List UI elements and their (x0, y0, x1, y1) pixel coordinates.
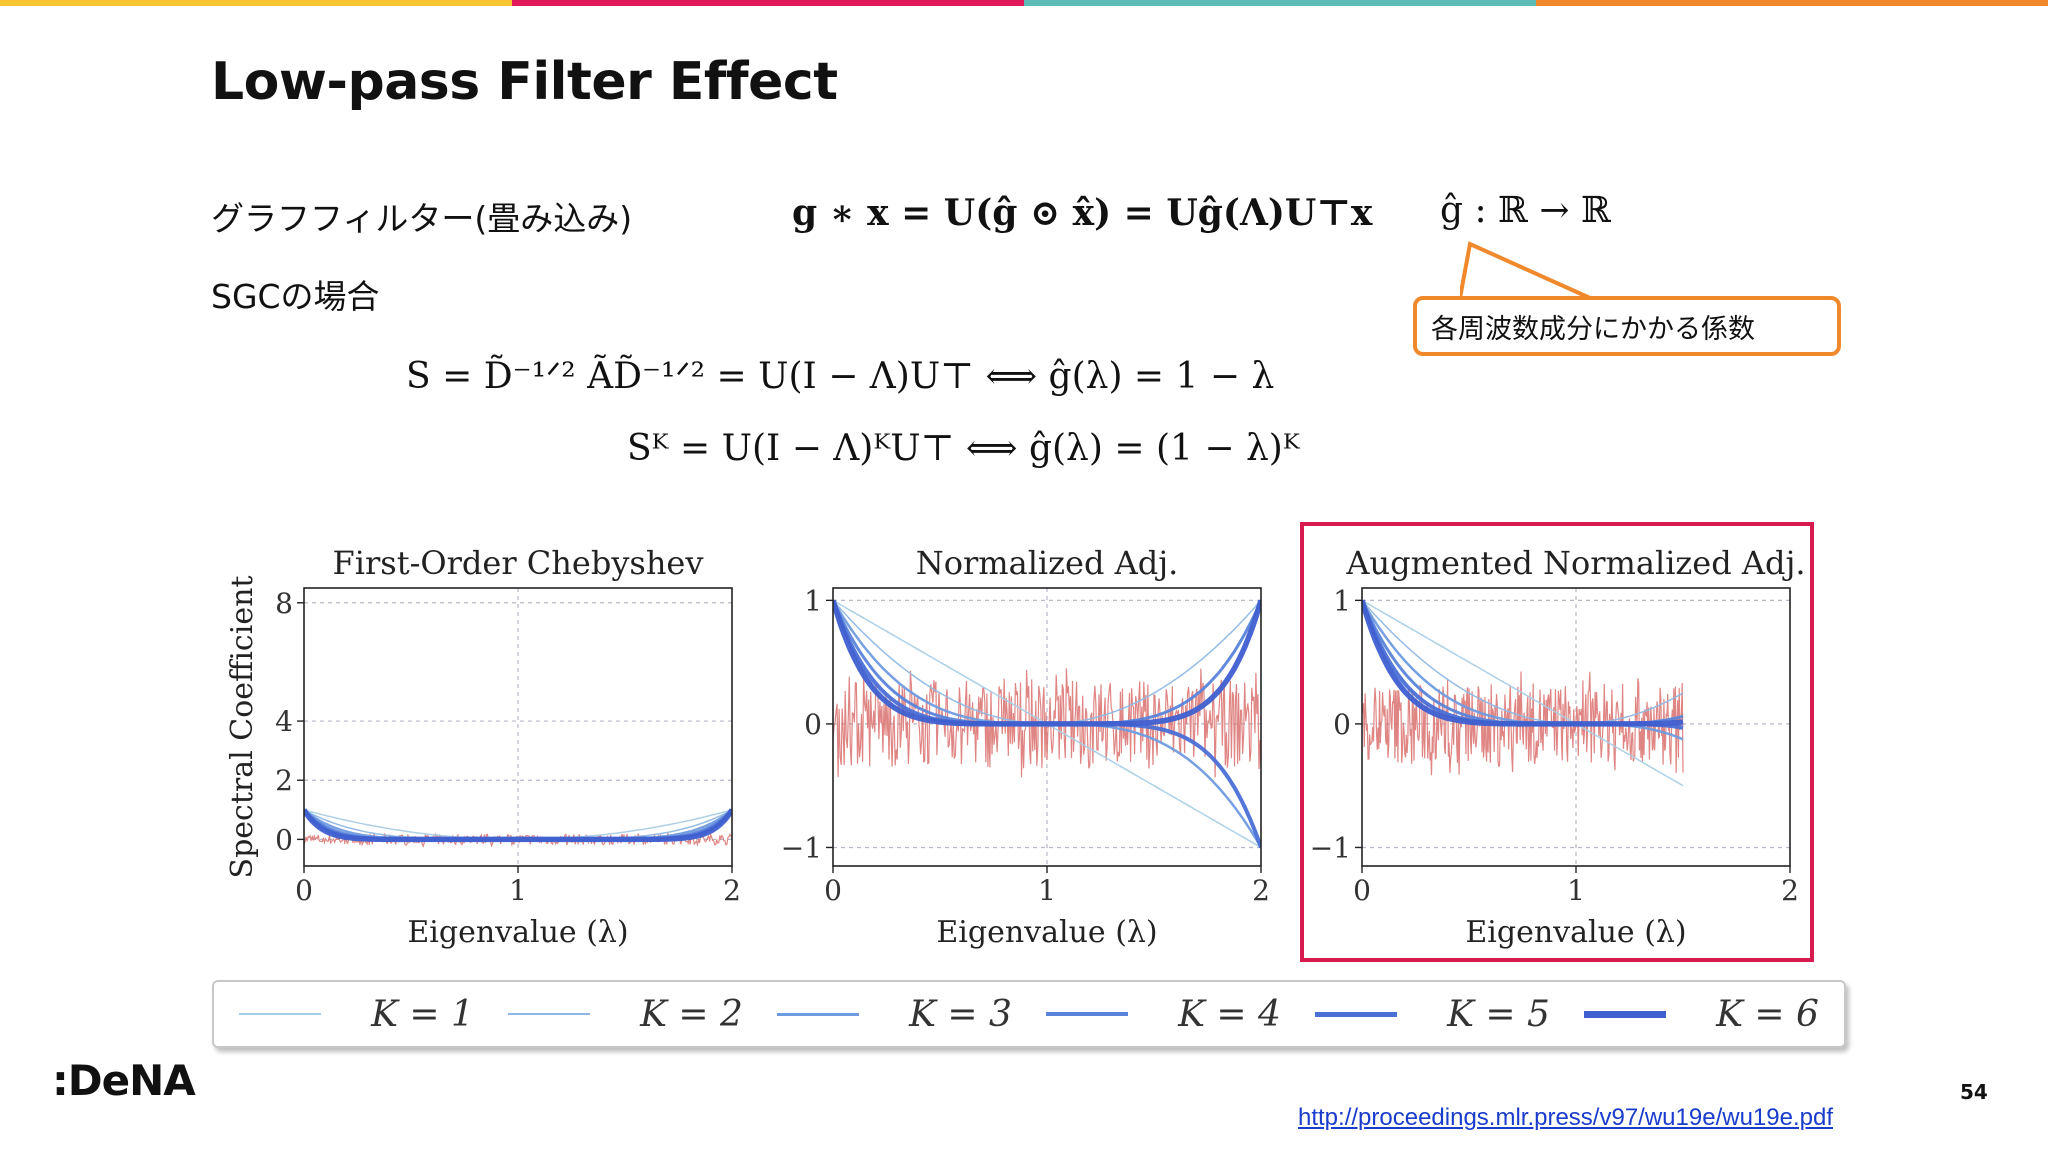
legend-label: K = 6 (1716, 993, 1819, 1035)
accent-red (512, 0, 1024, 6)
plot-content (1362, 599, 1684, 787)
callout-box: 各周波数成分にかかる係数 (1413, 296, 1841, 356)
dena-logo: :DeNA (52, 1056, 196, 1105)
series-line-k2 (1362, 599, 1684, 725)
highlight-frame (1300, 522, 1814, 962)
x-tick-label: 1 (1567, 874, 1585, 907)
chart-panel-1: 0 1 2 0 2 4 8 First-Order Chebyshev Eigenvalue (… (225, 544, 741, 950)
x-tick-label: 1 (509, 874, 527, 907)
y-tick-label: 1 (804, 584, 822, 617)
equation-sk: Sᴷ = U(I − Λ)ᴷU⊤ ⟺ ĝ(λ) = (1 − λ)ᴷ (627, 428, 1300, 469)
legend-item: K = 2 (508, 994, 743, 1035)
legend-item: K = 4 (1046, 994, 1281, 1035)
x-axis-label: Eigenvalue (λ) (407, 915, 628, 950)
legend-swatch-k3 (777, 1012, 860, 1016)
plot-content (304, 808, 732, 848)
y-tick-label: 1 (1333, 584, 1351, 617)
accent-yellow (0, 0, 512, 6)
x-tick-label: 2 (723, 874, 741, 907)
y-tick-label: 8 (275, 587, 293, 620)
accent-teal (1024, 0, 1536, 6)
equation-s: S = D̃⁻¹ᐟ² ÃD̃⁻¹ᐟ² = U(I − Λ)U⊤ ⟺ ĝ(λ) =… (406, 356, 1275, 397)
legend-label: K = 4 (1178, 993, 1281, 1035)
legend-item: K = 5 (1315, 994, 1550, 1035)
legend-label: K = 3 (909, 993, 1012, 1035)
chart-title: First-Order Chebyshev (333, 544, 704, 582)
accent-orange (1536, 0, 2048, 6)
spectral-plots: 0 1 2 0 2 4 8 First-Order Chebyshev Eigenvalue (… (225, 522, 1814, 962)
noise-signal (1362, 671, 1684, 776)
plot-content (833, 599, 1261, 849)
chart-title: Normalized Adj. (916, 544, 1179, 582)
legend-item: K = 6 (1584, 994, 1819, 1035)
series-line-k6 (1362, 599, 1684, 727)
x-axis-label: Eigenvalue (λ) (1465, 915, 1686, 950)
legend-swatch-k2 (508, 1013, 591, 1015)
x-tick-label: 2 (1252, 874, 1270, 907)
series-line-k6 (304, 808, 732, 843)
x-tick-label: 0 (1353, 874, 1371, 907)
legend-label: K = 1 (371, 993, 474, 1035)
series-line-k1 (1362, 599, 1684, 787)
slide-title: Low-pass Filter Effect (211, 52, 838, 112)
y-tick-label: 0 (804, 708, 822, 741)
series-line-k4 (1362, 599, 1684, 726)
legend-item: K = 3 (777, 994, 1012, 1035)
series-line-k6 (833, 599, 1261, 727)
legend-swatch-k4 (1046, 1012, 1129, 1016)
y-tick-label: 2 (275, 764, 293, 797)
y-tick-label: −1 (1310, 831, 1351, 864)
callout-pointer (1460, 241, 1591, 300)
legend-swatch-k5 (1315, 1011, 1398, 1017)
x-axis-label: Eigenvalue (λ) (936, 915, 1157, 950)
x-tick-label: 0 (295, 874, 313, 907)
y-tick-label: −1 (781, 831, 822, 864)
y-tick-label: 0 (275, 823, 293, 856)
ghat-definition: ĝ : ℝ → ℝ (1440, 190, 1611, 231)
graph-filter-label: グラフフィルター(畳み込み) (211, 199, 633, 238)
x-tick-label: 2 (1781, 874, 1799, 907)
x-tick-label: 0 (824, 874, 842, 907)
source-link[interactable]: http://proceedings.mlr.press/v97/wu19e/w… (1298, 1104, 1833, 1131)
legend-swatch-k6 (1584, 1010, 1667, 1018)
legend-swatch-k1 (239, 1013, 322, 1015)
legend-label: K = 2 (640, 993, 743, 1035)
graph-filter-equation: g ∗ x = U(ĝ ⊙ x̂) = Uĝ(Λ)U⊤x (792, 192, 1373, 234)
y-axis-label: Spectral Coefficient (225, 576, 260, 879)
page-number: 54 (1960, 1080, 1988, 1104)
accent-bar (0, 0, 2048, 6)
sgc-label: SGCの場合 (211, 277, 380, 316)
chart-title: Augmented Normalized Adj. (1345, 544, 1805, 582)
legend-item: K = 1 (239, 994, 474, 1035)
y-tick-label: 4 (275, 705, 293, 738)
x-tick-label: 1 (1038, 874, 1056, 907)
y-tick-label: 0 (1333, 708, 1351, 741)
legend: K = 1 K = 2 K = 3 K = 4 K = 5 K = 6 (212, 980, 1846, 1048)
legend-label: K = 5 (1447, 993, 1550, 1035)
